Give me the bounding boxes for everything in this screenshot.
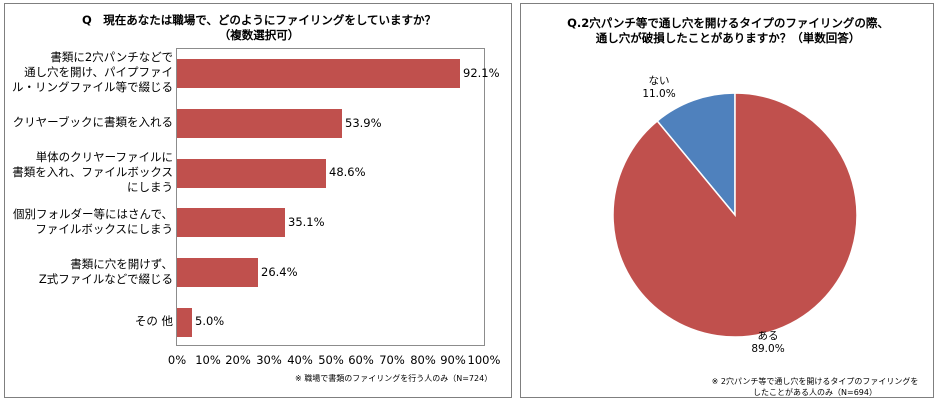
- category-label-1-line-1: 書類に2穴パンチなどで: [50, 50, 173, 64]
- x-tick-6: 60%: [348, 353, 374, 367]
- bar-value-label-5: 26.4%: [261, 265, 298, 279]
- bar-chart-title-line1: Q 現在あなたは職場で、どのようにファイリングをしていますか？: [82, 13, 436, 27]
- pie-label-nai: ない 11.0%: [629, 75, 689, 101]
- category-label-5-line-1: 書類に穴を開けず、: [70, 257, 173, 271]
- bar-5: [177, 258, 258, 287]
- pie-slice-aru: [612, 92, 858, 338]
- category-label-3: 単体のクリヤーファイルに 書類を入れ、ファイルボックス にしまう: [12, 150, 173, 195]
- x-tick-10: 100%: [467, 353, 501, 367]
- pie-chart: [612, 92, 858, 338]
- bar-3: [177, 159, 326, 188]
- category-label-3-line-3: にしまう: [127, 180, 173, 194]
- pie-chart-title-line2: 通し穴が破損したことがありますか？（単数回答）: [595, 31, 861, 45]
- bar-chart-plot-area: [176, 48, 485, 346]
- category-label-1-line-3: ル・リングファイル等で綴じる: [12, 80, 173, 94]
- x-tick-9: 90%: [440, 353, 466, 367]
- bar-chart-footnote: ※ 職場で書類のファイリングを行う人のみ（N=724）: [295, 374, 493, 383]
- pie-chart-panel: Q.2穴パンチ等で通し穴を開けるタイプのファイリングの際、 通し穴が破損したこと…: [520, 3, 934, 398]
- pie-label-nai-value: 11.0%: [642, 88, 676, 100]
- category-label-4: 個別フォルダー等にはさんで、 ファイルボックスにしまう: [13, 207, 173, 237]
- bar-value-label-4: 35.1%: [288, 215, 325, 229]
- category-label-4-line-1: 個別フォルダー等にはさんで、: [13, 207, 173, 221]
- pie-label-aru: ある 89.0%: [738, 330, 798, 356]
- bar-4: [177, 208, 285, 237]
- x-tick-1: 10%: [195, 353, 221, 367]
- x-tick-4: 40%: [287, 353, 313, 367]
- category-label-1: 書類に2穴パンチなどで 通し穴を開け、パイプファイ ル・リングファイル等で綴じる: [12, 50, 173, 95]
- x-tick-3: 30%: [256, 353, 282, 367]
- x-tick-0: 0%: [167, 353, 187, 367]
- bar-chart-title-line2: （複数選択可）: [218, 28, 300, 42]
- bar-2: [177, 109, 342, 138]
- category-label-3-line-1: 単体のクリヤーファイルに: [35, 150, 173, 164]
- pie-slice-nai: [656, 92, 736, 218]
- pie-chart-title: Q.2穴パンチ等で通し穴を開けるタイプのファイリングの際、 通し穴が破損したこと…: [521, 16, 935, 46]
- bar-value-label-3: 48.6%: [329, 165, 366, 179]
- category-label-6: その 他: [135, 314, 173, 329]
- pie-chart-footnote-line1: ※ 2穴パンチ等で通し穴を開けるタイプのファイリングを: [711, 377, 919, 386]
- pie-label-aru-value: 89.0%: [751, 343, 785, 355]
- category-label-4-line-2: ファイルボックスにしまう: [35, 222, 173, 236]
- x-tick-2: 20%: [225, 353, 251, 367]
- x-tick-5: 50%: [318, 353, 344, 367]
- category-label-5-line-2: Z式ファイルなどで綴じる: [38, 272, 173, 286]
- bar-value-label-6: 5.0%: [195, 314, 225, 328]
- bar-6: [177, 308, 192, 337]
- category-label-1-line-2: 通し穴を開け、パイプファイ: [24, 65, 173, 79]
- category-label-6-line-1: その 他: [134, 314, 173, 328]
- x-tick-7: 70%: [379, 353, 405, 367]
- pie-chart-title-line1: Q.2穴パンチ等で通し穴を開けるタイプのファイリングの際、: [567, 16, 889, 30]
- pie-label-aru-name: ある: [757, 330, 779, 342]
- bar-value-label-1: 92.1%: [463, 66, 500, 80]
- category-label-3-line-2: 書類を入れ、ファイルボックス: [12, 165, 173, 179]
- bar-chart-panel: Q 現在あなたは職場で、どのようにファイリングをしていますか？ （複数選択可） …: [4, 3, 512, 398]
- bar-value-label-2: 53.9%: [345, 116, 382, 130]
- pie-label-nai-name: ない: [648, 75, 670, 87]
- x-tick-8: 80%: [410, 353, 436, 367]
- category-label-5: 書類に穴を開けず、 Z式ファイルなどで綴じる: [39, 257, 173, 287]
- bar-chart-title: Q 現在あなたは職場で、どのようにファイリングをしていますか？ （複数選択可）: [5, 13, 513, 43]
- pie-chart-footnote: ※ 2穴パンチ等で通し穴を開けるタイプのファイリングを したことがある人のみ（N…: [711, 376, 919, 398]
- bar-1: [177, 59, 460, 88]
- pie-chart-footnote-line2: したことがある人のみ（N=694）: [753, 388, 877, 397]
- category-label-2-line-1: クリヤーブックに書類を入れる: [12, 115, 173, 129]
- category-label-2: クリヤーブックに書類を入れる: [13, 115, 173, 130]
